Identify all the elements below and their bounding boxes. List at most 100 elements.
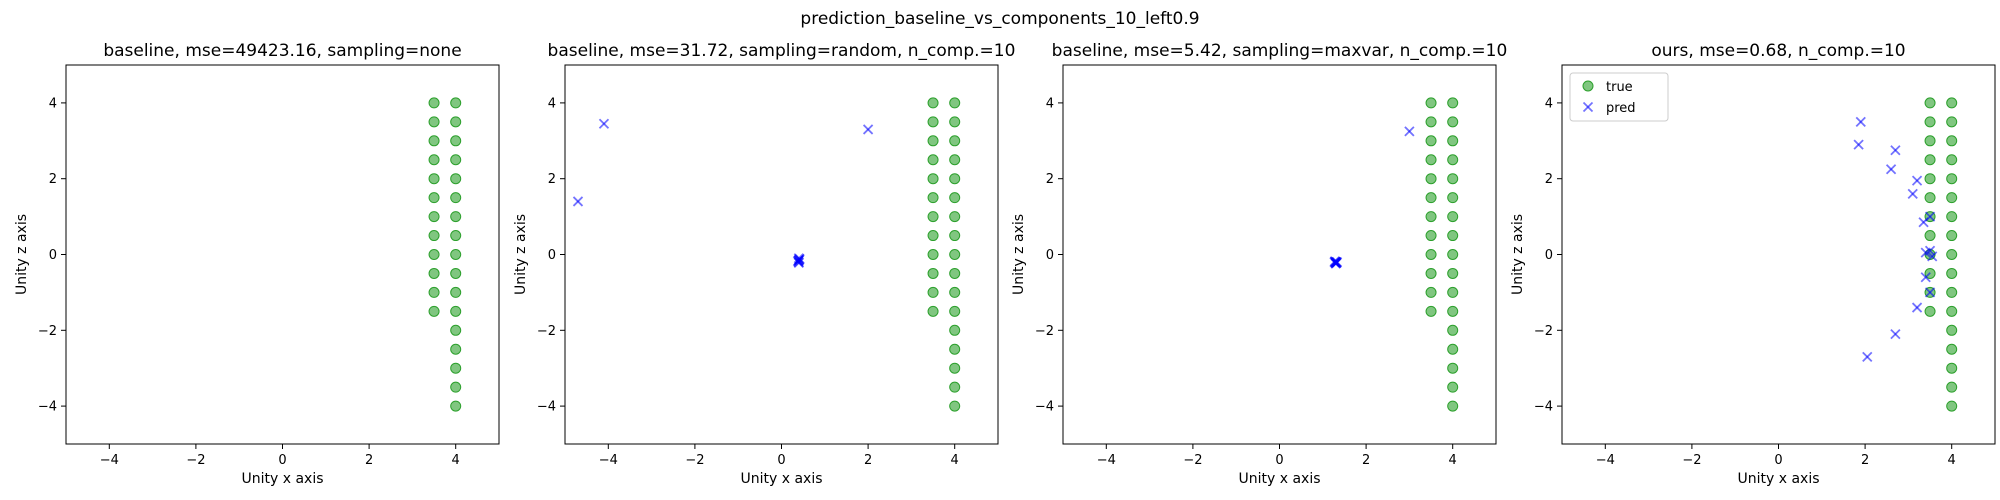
true-point: [1447, 97, 1459, 109]
true-point: [1425, 173, 1437, 185]
y-tick-label: −2: [537, 324, 556, 339]
true-point: [927, 116, 939, 128]
y-tick-label: 4: [1545, 96, 1553, 111]
scatter-panel-3: baseline, mse=5.42, sampling=maxvar, n_c…: [1011, 41, 1507, 487]
y-axis-label: Unity z axis: [1510, 214, 1526, 295]
true-point: [949, 154, 961, 166]
true-point: [949, 211, 961, 223]
x-tick-label: 4: [1449, 453, 1457, 468]
true-point: [1425, 192, 1437, 204]
pred-point: [793, 257, 804, 268]
y-axis-label: Unity z axis: [513, 214, 529, 295]
true-point: [1946, 192, 1958, 204]
true-point: [1924, 230, 1936, 242]
true-point: [927, 230, 939, 242]
true-point: [450, 305, 462, 317]
true-point: [949, 286, 961, 298]
true-point: [1447, 400, 1459, 412]
true-point: [1447, 192, 1459, 204]
true-point: [949, 173, 961, 185]
true-point: [1946, 362, 1958, 374]
x-tick-label: −4: [100, 453, 119, 468]
x-tick-label: −4: [1596, 453, 1615, 468]
true-point: [1946, 211, 1958, 223]
true-point: [450, 116, 462, 128]
x-tick-label: 0: [777, 453, 785, 468]
y-tick-label: 4: [1046, 96, 1054, 111]
true-point: [1425, 305, 1437, 317]
true-point: [927, 173, 939, 185]
pred-point: [862, 124, 874, 135]
true-point: [1425, 286, 1437, 298]
x-tick-label: −2: [1682, 453, 1701, 468]
true-point: [1425, 154, 1437, 166]
true-point: [428, 230, 440, 242]
pred-point: [1907, 188, 1918, 199]
true-point: [450, 97, 462, 109]
legend-true-label: true: [1606, 80, 1633, 95]
true-point: [428, 97, 440, 109]
true-point: [450, 362, 462, 374]
true-point: [450, 249, 462, 260]
y-axis-label: Unity z axis: [1011, 214, 1027, 295]
y-tick-label: −2: [1035, 324, 1054, 339]
panel-title: baseline, mse=31.72, sampling=random, n_…: [548, 41, 1016, 61]
x-axis-label: Unity x axis: [1737, 471, 1819, 487]
true-point: [949, 381, 961, 393]
true-point: [949, 116, 961, 128]
panel-title: baseline, mse=49423.16, sampling=none: [103, 41, 461, 61]
true-point: [927, 192, 939, 204]
scatter-panel-4: ours, mse=0.68, n_comp.=10 −4 −2 0 2 4 −4 −2 0 2 4…: [1510, 41, 1996, 487]
true-point: [450, 286, 462, 298]
true-point: [1946, 97, 1958, 109]
x-tick-label: 4: [452, 453, 460, 468]
true-point: [428, 135, 440, 147]
true-point: [949, 192, 961, 204]
y-tick-label: 2: [49, 172, 57, 187]
true-point: [1946, 305, 1958, 317]
true-point: [1924, 135, 1936, 147]
y-tick-label: 2: [1046, 172, 1054, 187]
true-point: [1447, 173, 1459, 185]
true-point: [1425, 211, 1437, 223]
true-point: [1946, 381, 1958, 393]
true-point: [1946, 400, 1958, 412]
true-point: [450, 230, 462, 242]
pred-point: [572, 196, 584, 207]
figure-suptitle: prediction_baseline_vs_components_10_lef…: [800, 9, 1199, 29]
x-tick-label: 2: [1861, 453, 1869, 468]
axes-frame: [1062, 64, 1497, 445]
true-point: [1447, 249, 1459, 260]
pred-point: [1330, 258, 1341, 269]
pred-point: [1924, 287, 1936, 298]
true-point: [1447, 324, 1459, 336]
y-tick-label: 2: [548, 172, 556, 187]
pred-point: [793, 255, 804, 266]
true-point: [428, 286, 440, 298]
pred-point: [1855, 116, 1866, 127]
x-tick-label: −2: [186, 453, 205, 468]
true-point: [1924, 192, 1936, 204]
true-point: [1447, 116, 1459, 128]
true-point: [1425, 97, 1437, 109]
true-point: [1447, 211, 1459, 223]
true-point: [1447, 362, 1459, 374]
true-point: [1946, 249, 1958, 260]
y-tick-label: 4: [548, 96, 556, 111]
x-tick-label: 2: [365, 453, 373, 468]
true-point: [1946, 230, 1958, 242]
true-point: [1447, 154, 1459, 166]
true-point: [1447, 135, 1459, 147]
true-point: [1425, 135, 1437, 147]
true-point: [450, 400, 462, 412]
true-point: [1425, 249, 1437, 260]
y-tick-label: 2: [1545, 172, 1553, 187]
y-tick-label: −4: [537, 400, 556, 415]
x-tick-label: 4: [1948, 453, 1956, 468]
true-point: [1924, 154, 1936, 166]
true-point: [428, 192, 440, 204]
true-point: [428, 173, 440, 185]
legend-true-marker: [1582, 80, 1594, 92]
y-tick-label: −4: [1035, 400, 1054, 415]
x-tick-label: −4: [599, 453, 618, 468]
